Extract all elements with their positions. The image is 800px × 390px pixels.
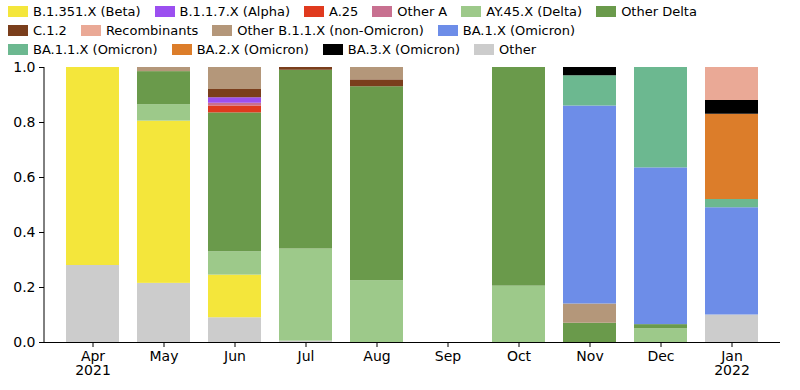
svg-text:Aug: Aug — [363, 348, 390, 364]
svg-text:Jun: Jun — [223, 348, 246, 364]
html-text:Other B.1.1.X (non-Omicron): Other B.1.1.X (non-Omicron) — [237, 23, 424, 38]
html-text:B.1.1.7.X (Alpha): B.1.1.7.X (Alpha) — [179, 4, 290, 19]
svg-text:0.8: 0.8 — [13, 114, 35, 130]
html-text:BA.2.X (Omicron): BA.2.X (Omicron) — [196, 42, 309, 57]
svg-text:May: May — [150, 348, 179, 364]
html-text:BA.3.X (Omicron): BA.3.X (Omicron) — [347, 42, 461, 57]
svg-text:Dec: Dec — [647, 348, 674, 364]
svg-text:Sep: Sep — [435, 348, 462, 364]
svg-text:0.0: 0.0 — [13, 334, 35, 350]
svg-text:Jul: Jul — [297, 348, 315, 364]
svg-text:Oct: Oct — [507, 348, 532, 364]
html-text:C.1.2: C.1.2 — [33, 23, 67, 38]
svg-text:1.0: 1.0 — [13, 59, 35, 75]
html-text:Other: Other — [499, 42, 536, 57]
html-text:AY.45.X (Delta): AY.45.X (Delta) — [486, 4, 583, 19]
html-text:Other A: Other A — [397, 4, 448, 19]
html-text:Other Delta: Other Delta — [621, 4, 697, 19]
html-text:A.25: A.25 — [329, 4, 359, 19]
svg-text:0.6: 0.6 — [13, 169, 35, 185]
html-text:B.1.351.X (Beta): B.1.351.X (Beta) — [33, 4, 141, 19]
svg-text:Nov: Nov — [576, 348, 603, 364]
svg-text:0.2: 0.2 — [13, 279, 35, 295]
html-text:Recombinants: Recombinants — [105, 23, 199, 38]
svg-text:0.4: 0.4 — [13, 224, 35, 240]
svg-text:Jan2022: Jan2022 — [714, 348, 750, 378]
svg-text:Apr2021: Apr2021 — [75, 348, 111, 378]
html-text:BA.1.X (Omicron): BA.1.X (Omicron) — [462, 23, 575, 38]
html-text:BA.1.1.X (Omicron): BA.1.1.X (Omicron) — [33, 42, 158, 57]
